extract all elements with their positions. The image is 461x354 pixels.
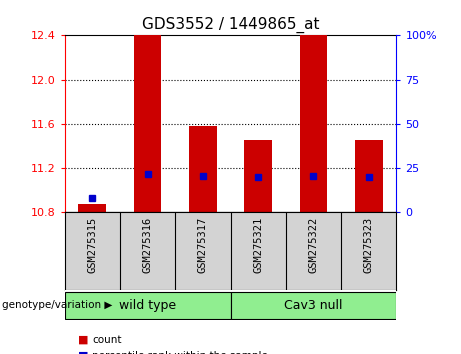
Text: ■: ■ xyxy=(78,351,89,354)
Bar xyxy=(65,292,230,319)
Bar xyxy=(355,141,383,212)
Text: GSM275322: GSM275322 xyxy=(308,216,319,273)
Text: GSM275321: GSM275321 xyxy=(253,216,263,273)
Bar xyxy=(78,204,106,212)
Text: ■: ■ xyxy=(78,335,89,345)
Text: genotype/variation ▶: genotype/variation ▶ xyxy=(2,300,112,310)
Text: wild type: wild type xyxy=(119,299,176,312)
Bar xyxy=(244,141,272,212)
Bar xyxy=(230,292,396,319)
Bar xyxy=(134,0,161,212)
Text: Cav3 null: Cav3 null xyxy=(284,299,343,312)
Text: GSM275316: GSM275316 xyxy=(142,216,153,273)
Text: count: count xyxy=(92,335,122,345)
Title: GDS3552 / 1449865_at: GDS3552 / 1449865_at xyxy=(142,16,319,33)
Text: GSM275323: GSM275323 xyxy=(364,216,374,273)
Bar xyxy=(189,126,217,212)
Bar xyxy=(300,0,327,212)
Text: percentile rank within the sample: percentile rank within the sample xyxy=(92,351,268,354)
Text: GSM275317: GSM275317 xyxy=(198,216,208,273)
Text: GSM275315: GSM275315 xyxy=(87,216,97,273)
